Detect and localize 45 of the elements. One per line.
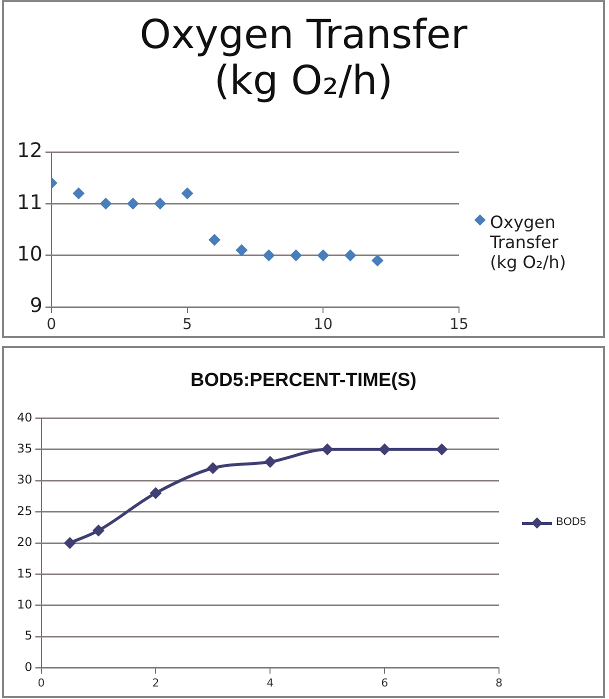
y-tick-label: 35 — [16, 442, 32, 456]
legend-label: BOD5 — [556, 516, 586, 528]
y-tick-label: 11 — [16, 190, 42, 214]
x-tick-label: 15 — [449, 314, 469, 333]
x-tick-label: 2 — [152, 676, 160, 690]
y-tick-label: 0 — [24, 660, 32, 674]
point — [378, 443, 391, 456]
y-tick-label: 10 — [16, 242, 42, 266]
y-tick-label: 15 — [16, 566, 32, 580]
point — [264, 456, 276, 468]
y-tick-label: 20 — [16, 535, 32, 550]
x-tick-label: 10 — [314, 314, 333, 333]
y-tick-label: 5 — [24, 628, 32, 643]
point — [206, 462, 219, 474]
point — [100, 198, 112, 210]
chart-title: Oxygen Transfer (kg O₂/h) — [138, 12, 468, 104]
point — [72, 187, 85, 200]
y-tick-label: 25 — [16, 504, 32, 518]
point — [262, 249, 275, 262]
point — [321, 443, 334, 456]
point — [126, 198, 139, 210]
y-tick-label: 30 — [16, 472, 32, 487]
point — [92, 524, 104, 537]
y-tick-label: 9 — [30, 293, 42, 318]
y-tick-label: 12 — [16, 138, 42, 162]
point — [236, 244, 248, 256]
point — [181, 187, 194, 200]
x-tick-label: 6 — [381, 676, 388, 690]
point — [344, 249, 356, 262]
point — [317, 249, 330, 262]
point — [208, 234, 220, 246]
point — [436, 443, 448, 456]
point — [64, 537, 76, 549]
point — [371, 254, 384, 266]
point — [290, 249, 302, 262]
x-tick-label: 5 — [182, 314, 192, 333]
y-tick-label: 10 — [16, 598, 32, 612]
x-tick-label: 8 — [496, 676, 502, 690]
point — [150, 487, 162, 500]
point — [154, 198, 166, 210]
x-tick-label: 0 — [46, 314, 56, 333]
chart-title: BOD5:PERCENT-TIME(S) — [190, 370, 418, 392]
x-tick-label: 4 — [266, 676, 274, 690]
y-tick-label: 40 — [16, 410, 32, 424]
legend-label: Oxygen Transfer (kg O₂/h) — [490, 213, 568, 273]
